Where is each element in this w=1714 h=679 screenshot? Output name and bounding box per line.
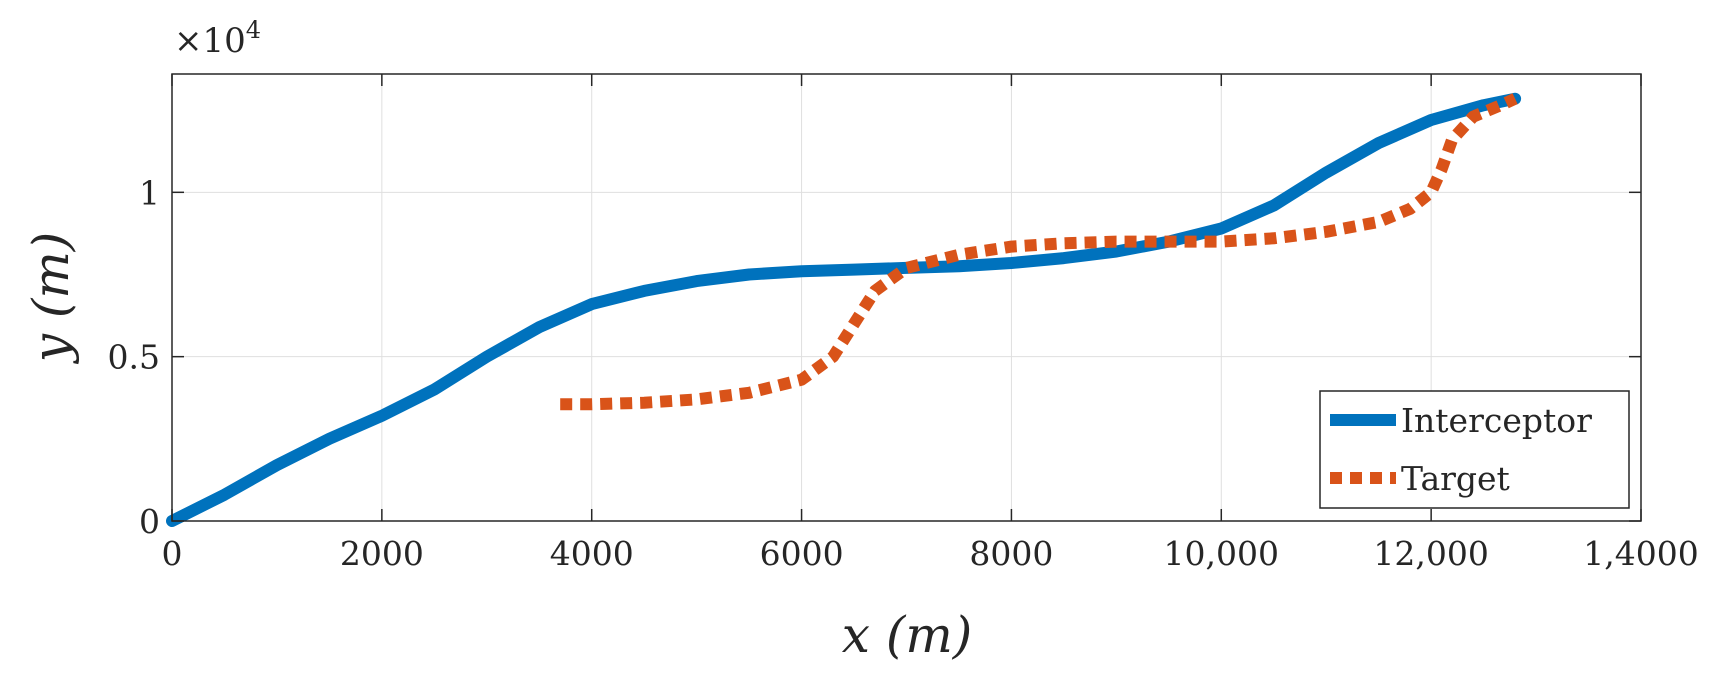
legend-label-interceptor: Interceptor: [1401, 401, 1592, 440]
x-tick-label: 2000: [340, 534, 424, 573]
y-multiplier-base: ×10: [174, 21, 246, 61]
x-tick-label: 12,000: [1373, 534, 1488, 573]
series-line-interceptor: [166, 92, 1522, 527]
series-layer: [166, 92, 1522, 527]
x-tick-label: 4000: [550, 534, 634, 573]
axis-ticks: [171, 74, 1642, 522]
x-tick-label: 10,000: [1164, 534, 1279, 573]
y-tick-label: 0.5: [108, 338, 160, 377]
y-tick-label: 0: [139, 502, 160, 541]
legend: Interceptor Target: [1319, 390, 1630, 509]
y-multiplier-exp: 4: [246, 16, 261, 44]
x-tick-label: 6000: [760, 534, 844, 573]
x-tick-labels: 0 2000 4000 6000 8000 10,000 12,000 1,4000: [162, 534, 1699, 573]
x-axis-label: x (m): [842, 606, 973, 664]
x-tick-label: 1,4000: [1583, 534, 1698, 573]
legend-box: [1319, 390, 1630, 509]
y-tick-labels: 00.51: [108, 173, 160, 541]
x-tick-label: 8000: [969, 534, 1053, 573]
series-line-target: [560, 93, 1518, 411]
y-axis-multiplier: ×104: [174, 16, 261, 61]
y-axis-label: y (m): [22, 232, 80, 365]
x-tick-label: 0: [162, 534, 183, 573]
legend-label-target: Target: [1401, 459, 1510, 498]
y-tick-label: 1: [139, 173, 160, 212]
plot-frame: [171, 73, 1642, 522]
